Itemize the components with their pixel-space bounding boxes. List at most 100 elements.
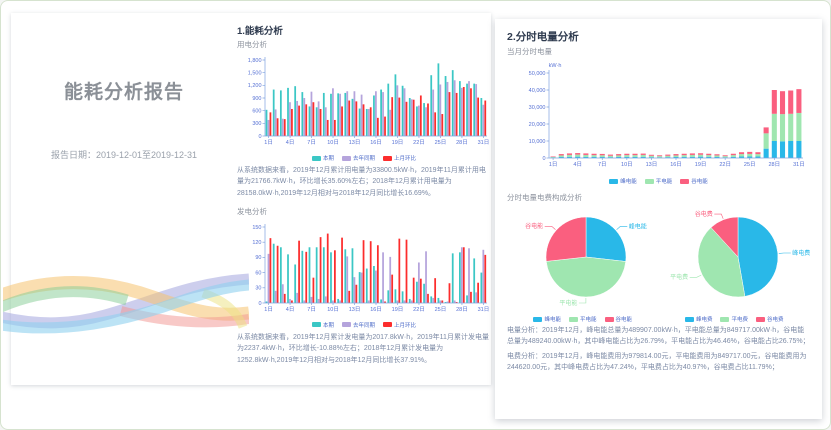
- legend-label: 上月环比: [394, 156, 417, 162]
- svg-text:16日: 16日: [370, 139, 382, 146]
- svg-text:10,000: 10,000: [529, 139, 546, 145]
- pie-section-heading: 分时电量电费构成分析: [507, 193, 582, 202]
- svg-text:50,000: 50,000: [529, 71, 546, 77]
- svg-text:4日: 4日: [286, 139, 295, 146]
- svg-text:31日: 31日: [478, 139, 490, 146]
- legend-item: 平电能: [644, 177, 673, 185]
- svg-text:峰电费: 峰电费: [792, 249, 810, 257]
- svg-text:7日: 7日: [307, 139, 316, 146]
- legend-item: 谷电能: [604, 315, 632, 323]
- svg-text:0: 0: [258, 301, 261, 307]
- svg-text:22日: 22日: [719, 161, 731, 168]
- legend-swatch: [568, 316, 578, 322]
- legend-item: 谷电费: [756, 315, 784, 323]
- page-title: 能耗分析报告: [63, 82, 184, 103]
- legend-label: 峰电费: [695, 317, 713, 323]
- svg-text:900: 900: [252, 96, 261, 102]
- svg-text:19日: 19日: [392, 139, 404, 146]
- generation-bar-chart: 0 30 60 90 120 150 1日 4日 7日 10日 13日 16日 19日 22日 25日 28日…: [237, 219, 491, 329]
- svg-text:28日: 28日: [456, 139, 468, 146]
- chart-legend: 本期 去年同期 上月环比: [237, 321, 491, 329]
- section-energy-analysis: 1.能耗分析 用电分析 0 300 600 900 1,200 1,500 1,800 1日 4…: [237, 23, 491, 373]
- legend-label: 上月环比: [394, 322, 417, 329]
- legend-item: 本期: [311, 321, 334, 329]
- svg-text:19日: 19日: [695, 161, 707, 168]
- legend-item: 平电能: [568, 315, 597, 323]
- legend-label: 平电能: [655, 179, 673, 185]
- svg-text:1,500: 1,500: [248, 70, 262, 76]
- tou-stacked-bar-chart: 0 10,000 20,000 30,000 40,000 50,000 kW·h 1日 4日 7…: [507, 59, 810, 185]
- svg-text:kW·h: kW·h: [549, 63, 562, 69]
- svg-text:13日: 13日: [349, 306, 361, 313]
- legend-swatch: [311, 155, 321, 161]
- legend-swatch: [720, 316, 730, 322]
- svg-text:平电费: 平电费: [670, 273, 688, 281]
- legend-label: 平电能: [579, 317, 597, 323]
- svg-text:22日: 22日: [413, 139, 425, 146]
- legend-label: 去年同期: [352, 322, 375, 329]
- svg-text:4日: 4日: [286, 306, 295, 313]
- section1-heading: 1.能耗分析: [237, 26, 283, 37]
- legend-item: 峰电费: [684, 315, 713, 323]
- legend-swatch: [383, 155, 392, 161]
- legend-item: 上月环比: [383, 154, 416, 162]
- svg-text:16日: 16日: [370, 306, 382, 313]
- section2-heading: 2.分时电量分析: [507, 31, 579, 43]
- svg-text:150: 150: [252, 225, 261, 231]
- svg-text:22日: 22日: [413, 306, 425, 313]
- svg-text:90: 90: [255, 255, 261, 261]
- svg-text:25日: 25日: [744, 161, 756, 168]
- svg-text:7日: 7日: [598, 161, 607, 168]
- chart-legend: 峰电能 平电能 谷电能: [507, 177, 810, 185]
- svg-text:19日: 19日: [392, 306, 404, 313]
- report-date-value: 2019-12-01至2019-12-31: [95, 150, 198, 160]
- legend-item: 上月环比: [383, 321, 416, 329]
- report-date: 报告日期：2019-12-01至2019-12-31: [11, 148, 237, 161]
- legend-item: 峰电能: [533, 315, 561, 323]
- energy-share-pie-chart: 峰电能 平电能 谷电能 峰电能 平电能 谷电能: [507, 205, 659, 323]
- legend-label: 峰电能: [620, 179, 637, 185]
- svg-text:谷电费: 谷电费: [694, 210, 712, 218]
- legend-item: 去年同期: [341, 321, 375, 329]
- energy-summary-text: 电量分析：2019年12月，峰电能总量为489907.00kW·h，平电能总量为…: [507, 327, 810, 346]
- legend-swatch: [680, 178, 690, 184]
- legend-label: 平电费: [731, 317, 748, 323]
- svg-text:28日: 28日: [769, 161, 781, 168]
- svg-text:1日: 1日: [264, 139, 273, 146]
- report-page-right: 2.分时电量分析 当月分时电量 0 10,000 20,000 30,000 40,00…: [495, 19, 822, 419]
- legend-item: 本期: [311, 154, 334, 162]
- legend-item: 峰电能: [609, 177, 637, 185]
- svg-text:0: 0: [542, 156, 545, 162]
- report-cover: 能耗分析报告 报告日期：2019-12-01至2019-12-31: [3, 13, 249, 385]
- legend-label: 去年同期: [352, 156, 375, 162]
- svg-text:25日: 25日: [435, 139, 447, 146]
- legend-label: 本期: [322, 322, 334, 329]
- svg-text:10日: 10日: [327, 306, 339, 313]
- svg-text:60: 60: [255, 270, 261, 276]
- svg-text:峰电能: 峰电能: [629, 222, 647, 230]
- legend-item: 去年同期: [341, 154, 375, 162]
- chart-legend: 峰电能 平电能 谷电能: [507, 315, 659, 323]
- generation-chart-subtitle: 发电分析: [237, 206, 267, 216]
- legend-item: 谷电能: [680, 177, 708, 185]
- chart-svg: 0 30 60 90 120 150 1日 4日 7日 10日 13日 16日 19日 22日 25日 28日…: [252, 223, 489, 313]
- legend-label: 谷电能: [691, 179, 708, 185]
- decorative-waves-image: [3, 273, 249, 334]
- svg-text:平电能: 平电能: [559, 299, 577, 307]
- chart-legend: 峰电费 平电费 谷电费: [659, 315, 811, 323]
- svg-text:4日: 4日: [573, 161, 582, 168]
- tou-chart-subtitle: 当月分时电量: [507, 47, 552, 56]
- legend-item: 平电费: [720, 315, 748, 323]
- svg-text:25日: 25日: [435, 306, 447, 313]
- svg-text:1,800: 1,800: [248, 58, 262, 64]
- svg-text:120: 120: [252, 240, 261, 246]
- legend-label: 峰电能: [544, 317, 561, 323]
- generation-summary-text: 从系统数据来看，2019年12月累计发电量为2017.8kW·h，2019年11…: [237, 333, 489, 364]
- fee-share-pie-chart: 峰电费 平电费 谷电费 峰电费 平电费 谷电费: [659, 205, 811, 323]
- legend-swatch: [341, 322, 351, 328]
- svg-text:0: 0: [258, 134, 261, 140]
- svg-text:16日: 16日: [670, 161, 682, 168]
